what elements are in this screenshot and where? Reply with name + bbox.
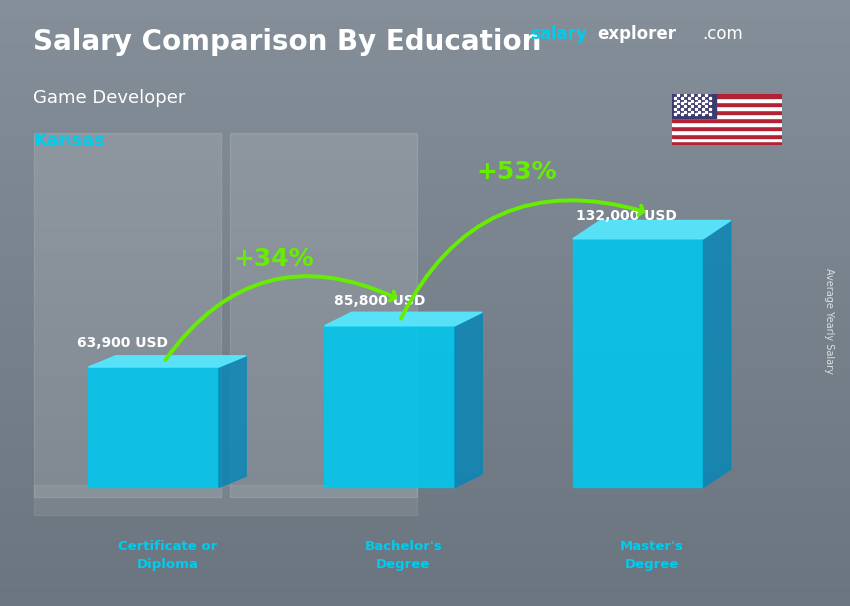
Bar — [672, 125, 782, 130]
Bar — [672, 122, 782, 125]
Bar — [34, 485, 416, 515]
Bar — [672, 133, 782, 138]
Bar — [672, 94, 782, 98]
Text: Master's
Degree: Master's Degree — [620, 539, 683, 571]
Bar — [672, 102, 782, 106]
Text: +34%: +34% — [234, 247, 314, 271]
Text: Average Yearly Salary: Average Yearly Salary — [824, 268, 834, 375]
Text: 85,800 USD: 85,800 USD — [334, 295, 425, 308]
Polygon shape — [455, 312, 482, 487]
Bar — [672, 98, 782, 102]
Bar — [672, 118, 782, 122]
Bar — [672, 138, 782, 141]
Text: .com: .com — [702, 25, 743, 44]
Text: 63,900 USD: 63,900 USD — [76, 336, 167, 350]
Text: Certificate or
Diploma: Certificate or Diploma — [117, 539, 217, 571]
Polygon shape — [325, 312, 482, 326]
Polygon shape — [704, 221, 731, 487]
Text: Salary Comparison By Education: Salary Comparison By Education — [33, 28, 541, 56]
Bar — [672, 94, 716, 118]
Text: Bachelor's
Degree: Bachelor's Degree — [365, 539, 442, 571]
Bar — [672, 141, 782, 145]
Bar — [230, 133, 416, 497]
Bar — [325, 326, 455, 487]
Text: salary: salary — [530, 25, 586, 44]
Text: Kansas: Kansas — [33, 132, 105, 150]
Text: explorer: explorer — [597, 25, 676, 44]
Bar — [88, 367, 218, 487]
Polygon shape — [573, 221, 731, 239]
Bar — [34, 133, 221, 497]
Text: 132,000 USD: 132,000 USD — [576, 208, 677, 222]
Polygon shape — [88, 356, 246, 367]
Text: Game Developer: Game Developer — [33, 90, 185, 107]
Bar — [672, 114, 782, 118]
Bar — [672, 130, 782, 133]
Bar — [672, 106, 782, 110]
Text: +53%: +53% — [476, 160, 557, 184]
Bar — [573, 239, 703, 487]
Polygon shape — [219, 356, 246, 487]
Bar — [672, 110, 782, 114]
